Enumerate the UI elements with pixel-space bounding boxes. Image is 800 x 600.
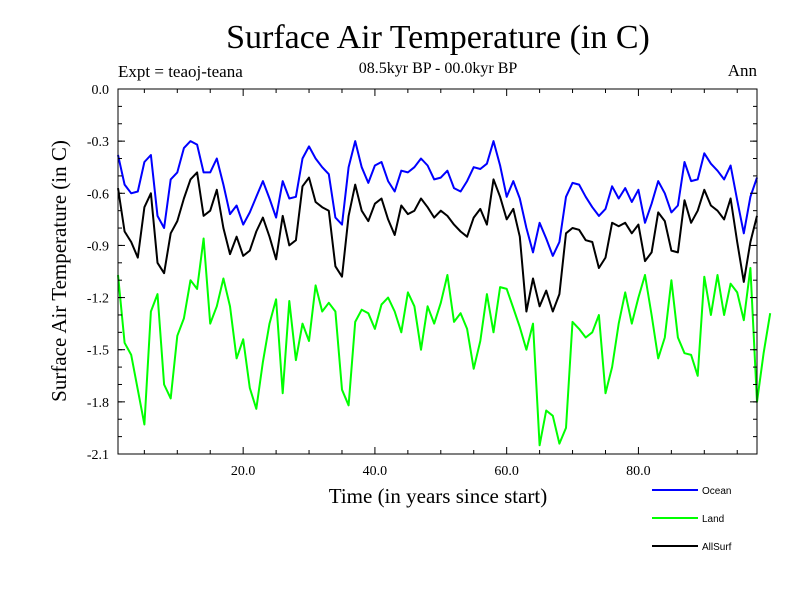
chart-subtitle: 08.5kyr BP - 00.0kyr BP <box>359 60 518 77</box>
y-tick-label: -0.9 <box>87 239 109 254</box>
y-tick-label: -2.1 <box>87 448 109 463</box>
season-label: Ann <box>728 61 758 80</box>
y-tick-label: -1.2 <box>87 292 109 307</box>
x-tick-label: 80.0 <box>626 464 651 479</box>
y-tick-label: 0.0 <box>92 83 110 98</box>
plot-frame <box>117 88 758 455</box>
series-line-land <box>117 237 772 447</box>
x-tick-label: 20.0 <box>231 464 256 479</box>
y-tick-label: -0.6 <box>87 187 109 202</box>
experiment-label: Expt = teaoj-teana <box>118 62 243 81</box>
y-tick-label: -1.5 <box>87 344 109 359</box>
chart-title: Surface Air Temperature (in C) <box>226 19 650 56</box>
legend-label-ocean: Ocean <box>702 486 731 497</box>
y-axis-label: Surface Air Temperature (in C) <box>47 140 71 402</box>
series-line-ocean <box>117 140 758 257</box>
y-tick-label: -1.8 <box>87 396 109 411</box>
series-line-allsurf <box>117 171 758 313</box>
x-tick-label: 60.0 <box>494 464 519 479</box>
legend-label-land: Land <box>702 514 724 525</box>
y-tick-label: -0.3 <box>87 135 109 150</box>
x-axis-label: Time (in years since start) <box>329 484 548 508</box>
x-tick-label: 40.0 <box>363 464 388 479</box>
legend-label-allsurf: AllSurf <box>702 542 732 553</box>
